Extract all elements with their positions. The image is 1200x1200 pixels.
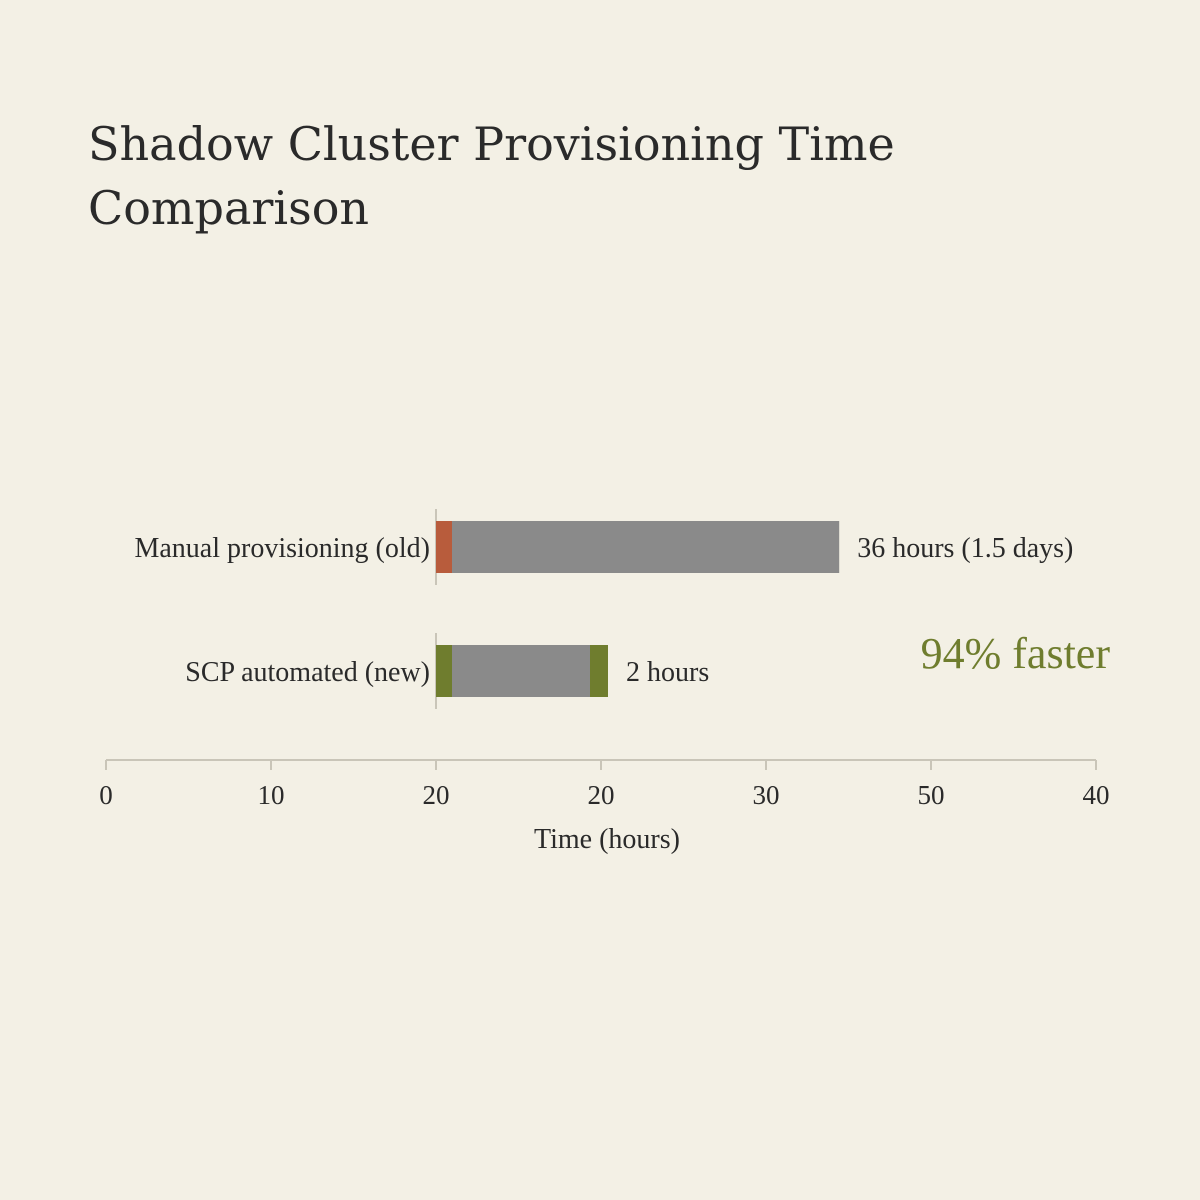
bar-accent-start xyxy=(436,645,452,697)
bars-layer: Manual provisioning (old) 36 hours (1.5 d… xyxy=(134,509,1073,709)
x-axis-label: Time (hours) xyxy=(534,824,680,855)
category-label: Manual provisioning (old) xyxy=(134,533,430,564)
value-label: 36 hours (1.5 days) xyxy=(857,533,1073,564)
x-tick-label: 30 xyxy=(753,780,780,810)
bar xyxy=(436,521,840,573)
x-tick-label: 40 xyxy=(1083,780,1110,810)
x-tick-label: 10 xyxy=(258,780,285,810)
x-tick-label: 20 xyxy=(588,780,615,810)
category-label: SCP automated (new) xyxy=(185,657,430,688)
speedup-annotation: 94% faster xyxy=(921,629,1111,678)
bar xyxy=(436,645,608,697)
x-tick-label: 0 xyxy=(99,780,113,810)
x-tick-label: 50 xyxy=(918,780,945,810)
bar-accent-start xyxy=(436,521,452,573)
x-axis: 0 10 20 20 30 50 40 xyxy=(99,759,1110,810)
chart-title: Shadow Cluster Provisioning Time Compari… xyxy=(88,117,895,235)
x-tick-label: 20 xyxy=(423,780,450,810)
value-label: 2 hours xyxy=(626,657,709,688)
bar-accent-end xyxy=(590,645,608,697)
